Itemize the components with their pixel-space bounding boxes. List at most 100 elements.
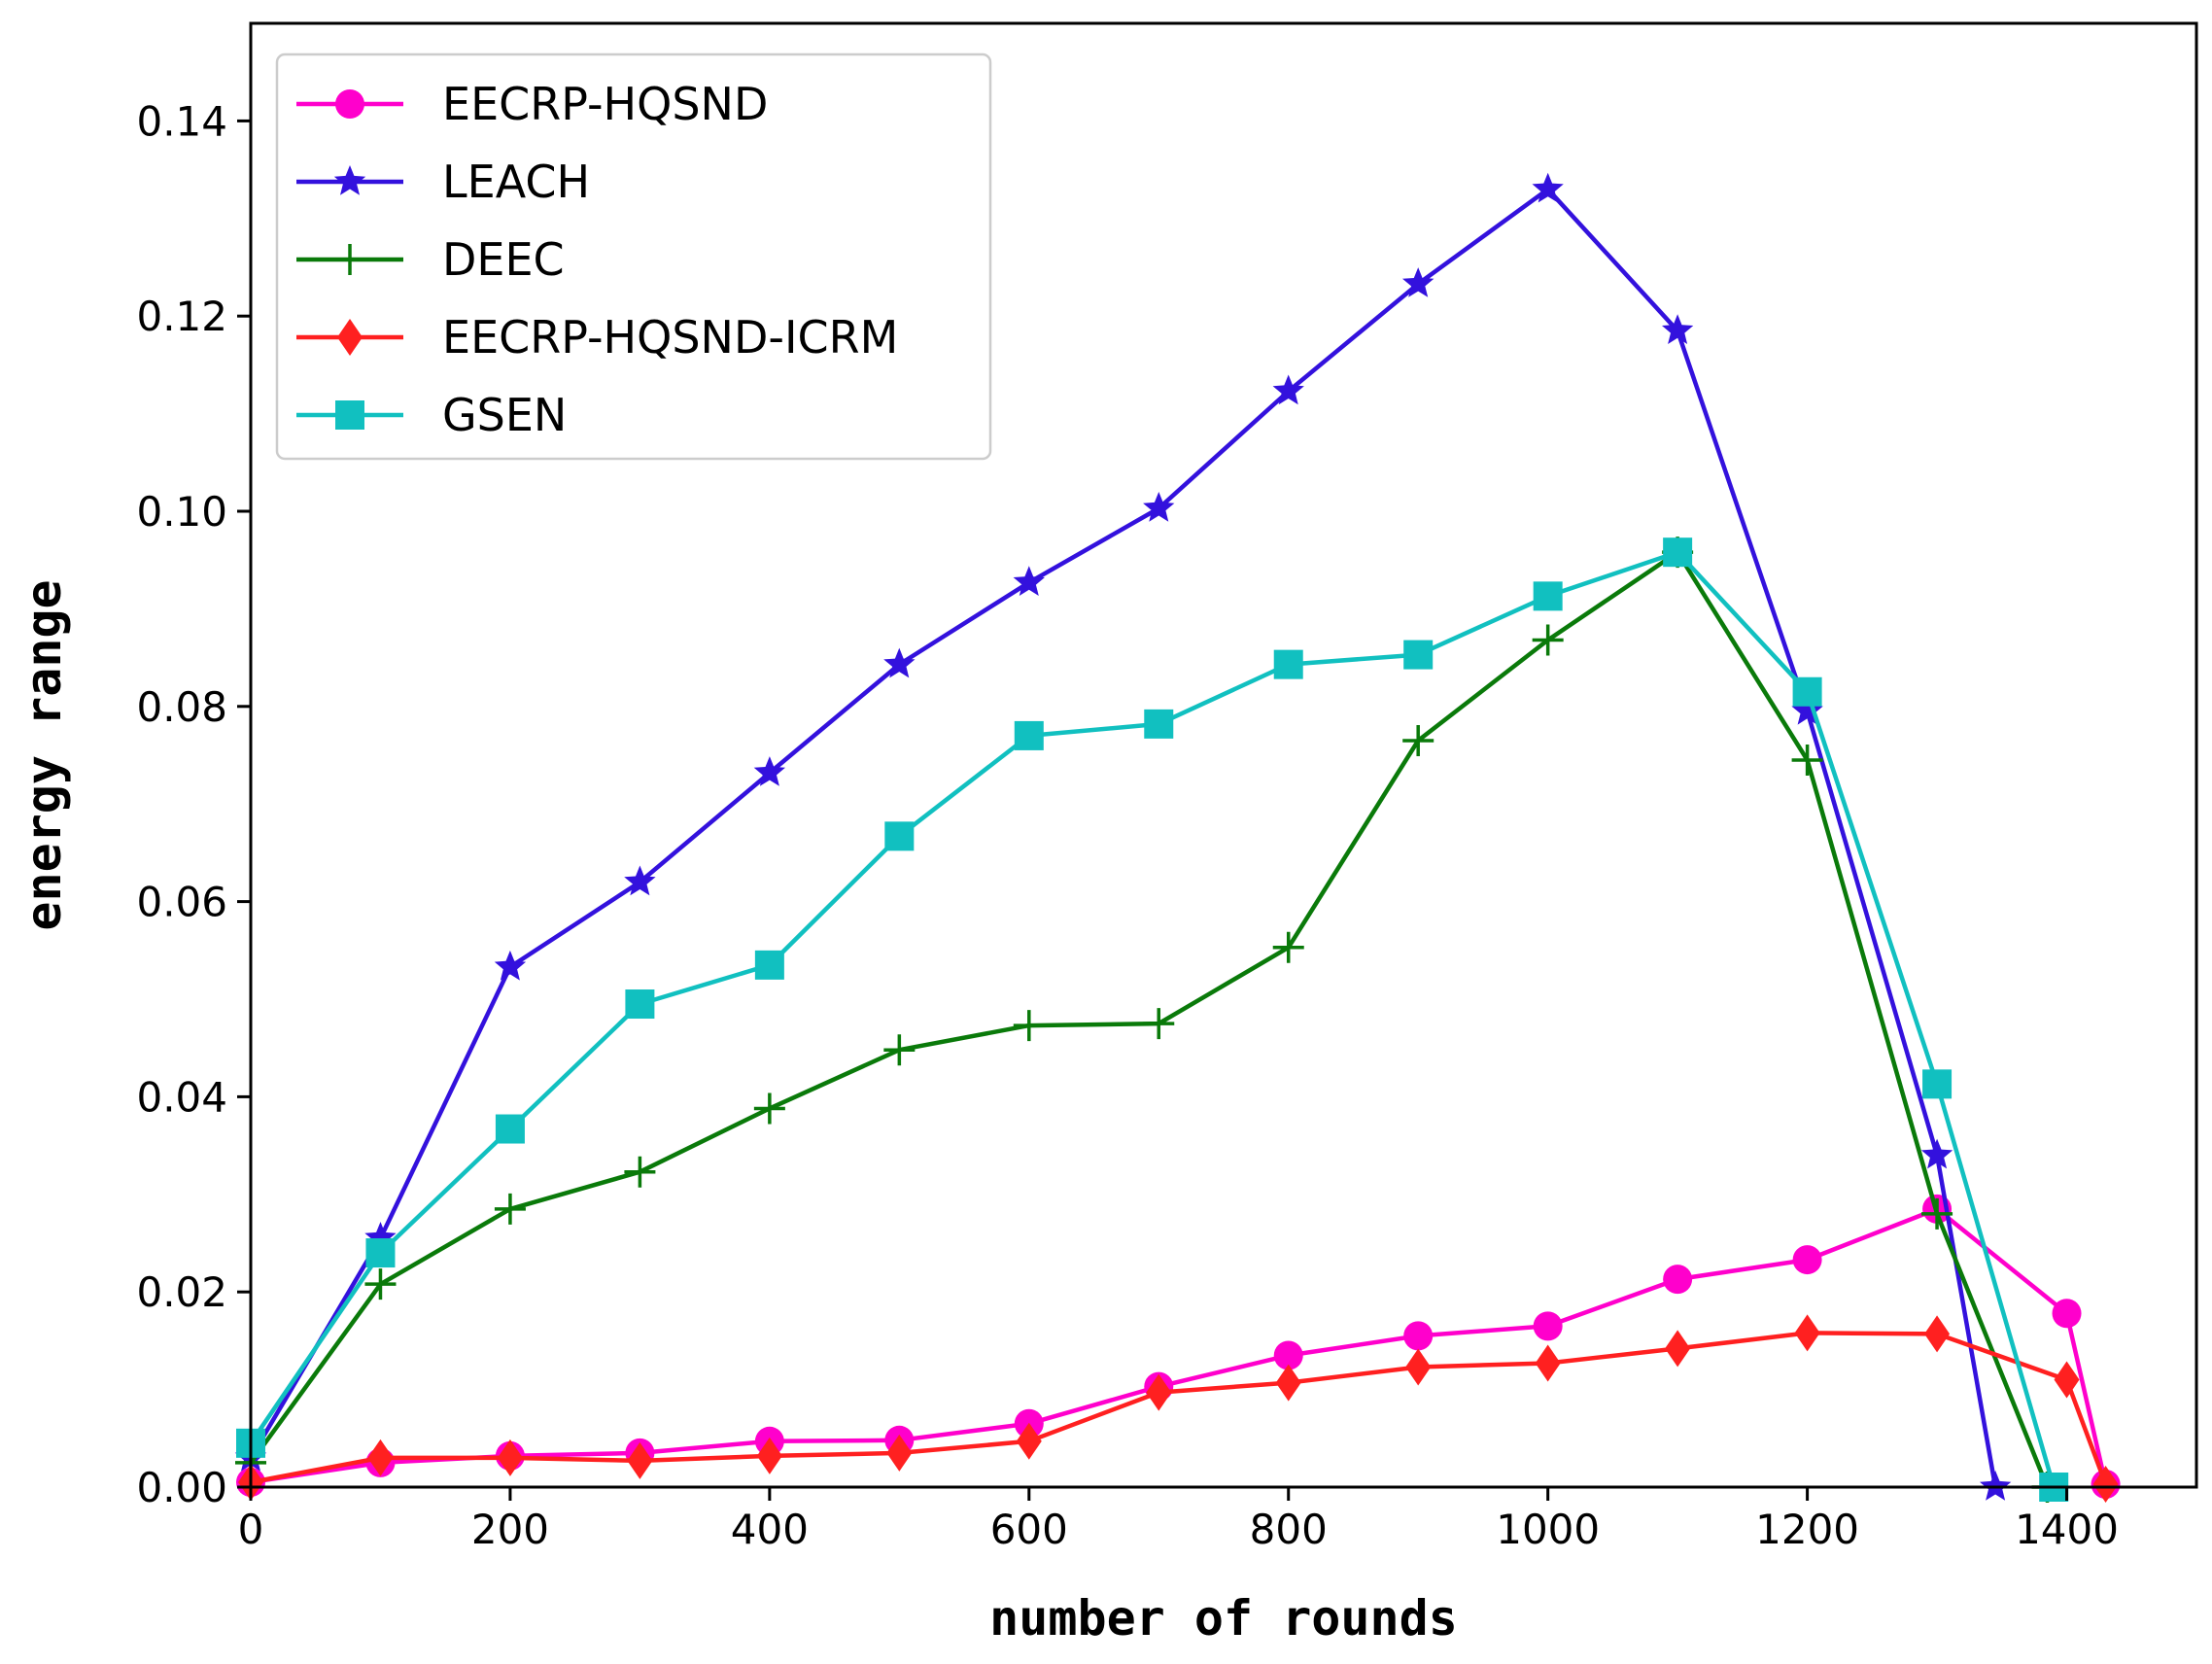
x-tick-label: 800	[1250, 1506, 1328, 1553]
data-point-deec	[1143, 1008, 1175, 1040]
data-point-eecrp-hqsnd-icrm	[1794, 1314, 1820, 1352]
data-point-leach	[753, 756, 785, 786]
legend-marker-eecrp-hqsnd	[335, 89, 364, 119]
data-point-eecrp-hqsnd-icrm	[1016, 1422, 1042, 1460]
series-line-eecrp-hqsnd	[250, 1206, 2108, 1485]
data-point-gsen	[1403, 640, 1434, 670]
data-point-eecrp-hqsnd-icrm	[1924, 1315, 1951, 1353]
x-tick-label: 600	[990, 1506, 1068, 1553]
data-point-gsen	[1144, 709, 1174, 739]
legend-label-eecrp-hqsnd: EECRP-HQSND	[442, 78, 768, 130]
x-tick-label: 200	[471, 1506, 549, 1553]
data-point-leach	[1532, 172, 1564, 203]
data-point-eecrp-hqsnd	[1533, 1311, 1563, 1341]
y-tick-label: 0.02	[136, 1268, 227, 1316]
data-point-deec	[753, 1092, 785, 1125]
data-point-leach	[883, 647, 916, 678]
data-point-deec	[1791, 745, 1823, 777]
legend-marker-eecrp-hqsnd-icrm	[337, 319, 363, 356]
data-point-leach	[1143, 492, 1175, 522]
data-point-leach	[494, 950, 527, 981]
data-point-eecrp-hqsnd-icrm	[497, 1439, 523, 1476]
data-point-gsen	[1663, 537, 1693, 568]
data-point-eecrp-hqsnd-icrm	[2092, 1465, 2119, 1503]
legend-label-gsen: GSEN	[442, 389, 567, 441]
x-axis-label: number of rounds	[989, 1590, 1458, 1647]
x-tick-label: 1400	[2015, 1506, 2119, 1553]
data-point-eecrp-hqsnd-icrm	[2054, 1361, 2080, 1399]
data-point-leach	[1402, 267, 1434, 297]
data-point-deec	[1272, 931, 1304, 963]
data-point-eecrp-hqsnd-icrm	[1535, 1344, 1561, 1382]
data-point-eecrp-hqsnd-icrm	[886, 1434, 913, 1472]
data-point-eecrp-hqsnd-icrm	[756, 1437, 782, 1474]
data-point-deec	[1921, 1197, 1953, 1230]
data-point-eecrp-hqsnd-icrm	[1146, 1373, 1172, 1411]
x-tick-label: 1000	[1496, 1506, 1600, 1553]
data-point-gsen	[1533, 581, 1563, 611]
legend-marker-deec	[334, 244, 365, 275]
x-axis: 0 200 400 600 800 1000 1200 1400	[238, 1487, 2119, 1553]
data-point-leach	[1013, 566, 1045, 596]
x-tick-label: 1200	[1755, 1506, 1859, 1553]
data-point-gsen	[625, 989, 655, 1020]
data-point-deec	[1402, 724, 1434, 756]
data-point-gsen	[1273, 649, 1303, 679]
data-point-leach	[1791, 694, 1823, 725]
series-line-eecrp-hqsnd-icrm	[250, 1331, 2108, 1485]
x-tick-label: 400	[731, 1506, 809, 1553]
data-point-gsen	[754, 950, 784, 980]
legend: EECRP-HQSND LEACH DEEC EECRP-HQSND-ICRM GSEN	[275, 52, 992, 461]
data-point-gsen	[1014, 720, 1044, 750]
data-point-eecrp-hqsnd-icrm	[1275, 1364, 1301, 1402]
series-line-deec	[249, 549, 2050, 1488]
data-point-deec	[883, 1034, 916, 1066]
data-point-eecrp-hqsnd-icrm	[367, 1439, 394, 1476]
data-point-gsen	[884, 821, 915, 851]
plot-area	[234, 172, 2121, 1503]
data-point-eecrp-hqsnd-icrm	[1405, 1348, 1432, 1386]
legend-marker-leach	[333, 165, 366, 195]
y-tick-label: 0.10	[136, 488, 227, 536]
y-tick-label: 0.04	[136, 1073, 227, 1121]
data-point-leach	[1662, 314, 1694, 344]
y-tick-label: 0.06	[136, 879, 227, 926]
data-point-gsen	[1922, 1069, 1953, 1099]
y-tick-label: 0.12	[136, 293, 227, 340]
data-point-gsen	[495, 1114, 525, 1144]
series-eecrp-hqsnd-icrm	[238, 1314, 2119, 1503]
y-tick-label: 0.08	[136, 683, 227, 731]
data-point-leach	[1272, 374, 1304, 405]
y-axis: 0.00 0.02 0.04 0.06 0.08 0.10 0.12 0.14	[136, 97, 251, 1511]
axes-frame	[249, 21, 2198, 1489]
data-point-leach	[1980, 1471, 2012, 1501]
data-point-eecrp-hqsnd	[1663, 1265, 1693, 1295]
data-point-deec	[1532, 624, 1564, 656]
legend-label-eecrp-hqsnd-icrm: EECRP-HQSND-ICRM	[442, 311, 898, 364]
data-point-deec	[364, 1268, 397, 1300]
legend-box	[275, 52, 992, 461]
data-point-leach	[624, 865, 656, 896]
legend-label-deec: DEEC	[442, 233, 565, 286]
y-tick-label: 0.14	[136, 97, 227, 145]
data-point-gsen	[1792, 676, 1822, 707]
data-point-deec	[624, 1156, 656, 1188]
data-point-deec	[494, 1193, 526, 1225]
y-axis-label: energy range	[16, 579, 72, 930]
series-gsen	[236, 537, 2069, 1502]
data-point-eecrp-hqsnd-icrm	[627, 1441, 653, 1479]
legend-label-leach: LEACH	[442, 156, 590, 208]
data-point-gsen	[365, 1238, 396, 1268]
data-point-eecrp-hqsnd	[2052, 1299, 2082, 1329]
data-point-leach	[1920, 1138, 1953, 1169]
data-point-eecrp-hqsnd-icrm	[1665, 1330, 1691, 1368]
legend-marker-gsen	[335, 400, 364, 430]
data-point-eecrp-hqsnd	[1273, 1340, 1303, 1370]
series-line-gsen	[249, 549, 2056, 1488]
x-tick-label: 0	[238, 1506, 264, 1553]
series-deec	[235, 537, 2063, 1503]
data-point-eecrp-hqsnd	[1403, 1321, 1434, 1351]
y-tick-label: 0.00	[136, 1464, 227, 1511]
data-point-deec	[1013, 1010, 1045, 1042]
